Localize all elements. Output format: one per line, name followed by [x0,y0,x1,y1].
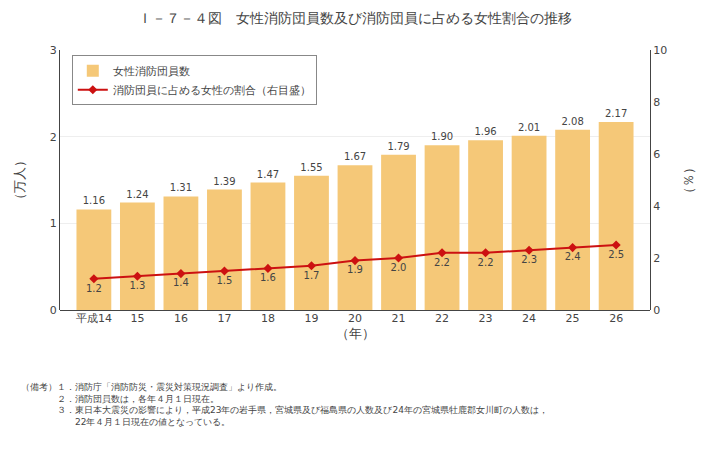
svg-text:1.16: 1.16 [83,195,105,206]
svg-text:18: 18 [261,312,275,325]
svg-text:1.6: 1.6 [260,272,276,283]
svg-text:1.2: 1.2 [86,283,102,294]
svg-text:（万人）: （万人） [12,154,27,206]
svg-text:2.3: 2.3 [521,254,537,265]
svg-text:1.4: 1.4 [173,277,189,288]
svg-text:1.90: 1.90 [431,131,453,142]
svg-text:22: 22 [435,312,449,325]
svg-text:1.3: 1.3 [129,280,145,291]
svg-text:（備考）１．消防庁「消防防災・震災対策現況調査」より作成。: （備考）１．消防庁「消防防災・震災対策現況調査」より作成。 ２．消防団員数は，各… [21,382,548,427]
svg-text:2: 2 [653,252,660,265]
svg-text:16: 16 [174,312,188,325]
svg-text:1.7: 1.7 [304,270,320,281]
svg-text:2.4: 2.4 [565,251,581,262]
svg-text:1.5: 1.5 [216,275,232,286]
svg-text:2.01: 2.01 [518,122,540,133]
svg-text:23: 23 [479,312,493,325]
svg-text:1.39: 1.39 [213,176,235,187]
svg-text:4: 4 [653,200,660,213]
svg-text:25: 25 [566,312,580,325]
svg-text:24: 24 [522,312,536,325]
svg-text:1.47: 1.47 [257,169,279,180]
svg-text:2.17: 2.17 [605,108,627,119]
svg-text:2.2: 2.2 [478,257,494,268]
svg-text:1.31: 1.31 [170,182,192,193]
svg-text:21: 21 [392,312,406,325]
svg-text:17: 17 [217,312,231,325]
svg-text:1.96: 1.96 [474,126,496,137]
svg-text:6: 6 [653,148,660,161]
svg-text:2.0: 2.0 [391,262,407,273]
svg-text:2.2: 2.2 [434,257,450,268]
svg-text:消防団員に占める女性の割合（右目盛）: 消防団員に占める女性の割合（右目盛） [113,84,311,97]
svg-text:2.5: 2.5 [608,249,624,260]
svg-text:1.55: 1.55 [300,162,322,173]
svg-text:8: 8 [653,96,660,109]
svg-text:Ｉ－７－４図 女性消防団員数及び消防団員に占める女性割合の推: Ｉ－７－４図 女性消防団員数及び消防団員に占める女性割合の推移 [138,10,572,26]
svg-text:0: 0 [50,304,57,317]
svg-text:3: 3 [50,44,57,57]
svg-text:26: 26 [609,312,623,325]
svg-text:1.9: 1.9 [347,264,363,275]
svg-text:（％）: （％） [681,161,696,200]
svg-text:（年）: （年） [336,326,375,341]
svg-text:20: 20 [348,312,362,325]
svg-text:1.24: 1.24 [126,189,148,200]
svg-text:19: 19 [304,312,318,325]
svg-text:2.08: 2.08 [561,116,583,127]
svg-text:1: 1 [50,217,57,230]
svg-text:2: 2 [50,131,57,144]
svg-text:15: 15 [130,312,144,325]
svg-text:1.79: 1.79 [387,141,409,152]
svg-text:平成14: 平成14 [76,312,112,325]
svg-text:女性消防団員数: 女性消防団員数 [113,65,190,78]
svg-text:1.67: 1.67 [344,151,366,162]
svg-text:0: 0 [653,304,660,317]
svg-text:10: 10 [653,44,667,57]
